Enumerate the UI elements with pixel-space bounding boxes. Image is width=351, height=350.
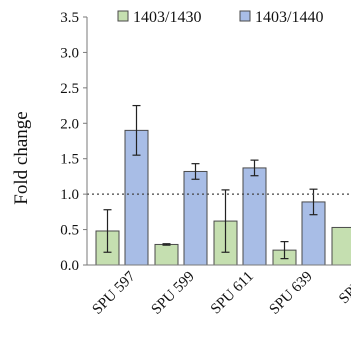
x-tick-label: SPU 6: [336, 268, 351, 307]
y-axis-title: Fold change: [11, 111, 32, 204]
y-tick-label: 0.5: [60, 223, 79, 239]
legend-swatch-1403-1440: [240, 11, 250, 21]
y-tick-label: 3.0: [60, 45, 79, 61]
legend: 1403/1430 1403/1440: [118, 9, 323, 26]
x-tick-label: SPU 611: [208, 269, 257, 318]
bar-1403-1440-spu-599: [184, 171, 207, 265]
y-tick-label: 2.0: [60, 116, 79, 132]
legend-swatch-1403-1430: [118, 11, 128, 21]
bars: [96, 106, 351, 265]
y-tick-label: 1.5: [60, 152, 79, 168]
y-tick-label: 0.0: [60, 258, 79, 274]
x-tick-label: SPU 597: [89, 268, 139, 318]
bar-1403-1430-spu-6: [332, 227, 351, 265]
bar-1403-1430-spu-599: [155, 244, 178, 265]
x-tick-label: SPU 639: [266, 269, 315, 318]
y-axis-ticks: 0.0 0.5 1.0 1.5 2.0 2.5 3.0 3.5: [60, 10, 87, 274]
legend-label-1403-1430: 1403/1430: [133, 9, 201, 26]
legend-label-1403-1440: 1403/1440: [255, 9, 323, 26]
y-tick-label: 2.5: [60, 81, 79, 97]
x-tick-label: SPU 599: [148, 269, 197, 318]
bar-1403-1440-spu-611: [243, 168, 266, 265]
y-tick-label: 1.0: [60, 187, 79, 203]
y-tick-label: 3.5: [60, 10, 79, 26]
